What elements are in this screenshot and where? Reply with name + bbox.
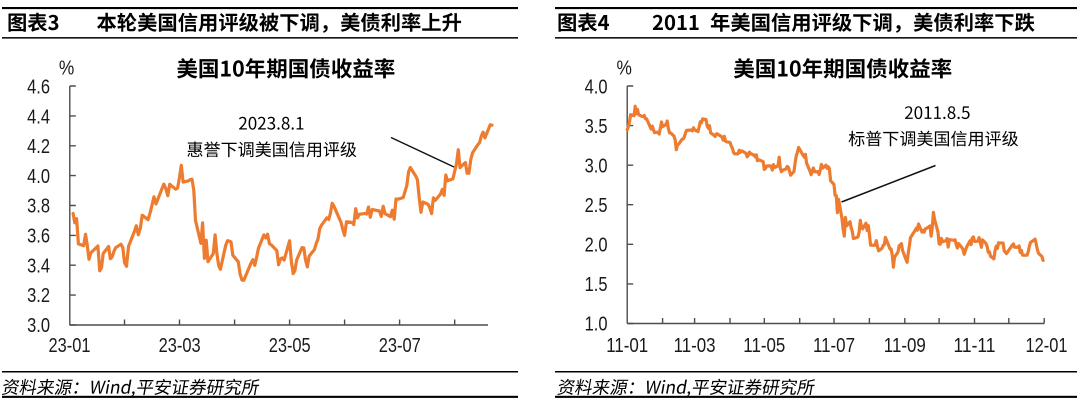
svg-text:4.0: 4.0	[585, 77, 608, 99]
svg-text:11-01: 11-01	[606, 335, 648, 357]
svg-text:11-09: 11-09	[884, 335, 926, 357]
svg-text:3.2: 3.2	[27, 285, 50, 307]
svg-text:1.0: 1.0	[585, 314, 608, 336]
svg-text:11-05: 11-05	[743, 335, 785, 357]
svg-text:3.6: 3.6	[27, 226, 50, 248]
svg-text:4.4: 4.4	[27, 106, 50, 128]
svg-text:11-07: 11-07	[813, 335, 855, 357]
svg-text:12-01: 12-01	[1026, 335, 1068, 357]
svg-text:%: %	[617, 58, 633, 80]
svg-text:2.0: 2.0	[585, 235, 608, 257]
svg-text:23-01: 23-01	[49, 335, 91, 357]
svg-text:3.0: 3.0	[585, 156, 608, 178]
svg-text:3.8: 3.8	[27, 196, 50, 218]
svg-text:23-07: 23-07	[379, 335, 421, 357]
svg-text:%: %	[59, 58, 75, 80]
svg-text:2.5: 2.5	[585, 195, 608, 217]
svg-text:23-05: 23-05	[269, 335, 311, 357]
svg-text:4.0: 4.0	[27, 166, 50, 188]
svg-text:3.4: 3.4	[27, 255, 50, 277]
svg-text:1.5: 1.5	[585, 274, 608, 296]
svg-text:4.6: 4.6	[27, 77, 50, 99]
svg-text:11-03: 11-03	[674, 335, 716, 357]
svg-text:4.2: 4.2	[27, 136, 50, 158]
svg-text:23-03: 23-03	[159, 335, 201, 357]
svg-text:11-11: 11-11	[954, 335, 996, 357]
svg-text:3.5: 3.5	[585, 116, 608, 138]
svg-text:3.0: 3.0	[27, 315, 50, 337]
